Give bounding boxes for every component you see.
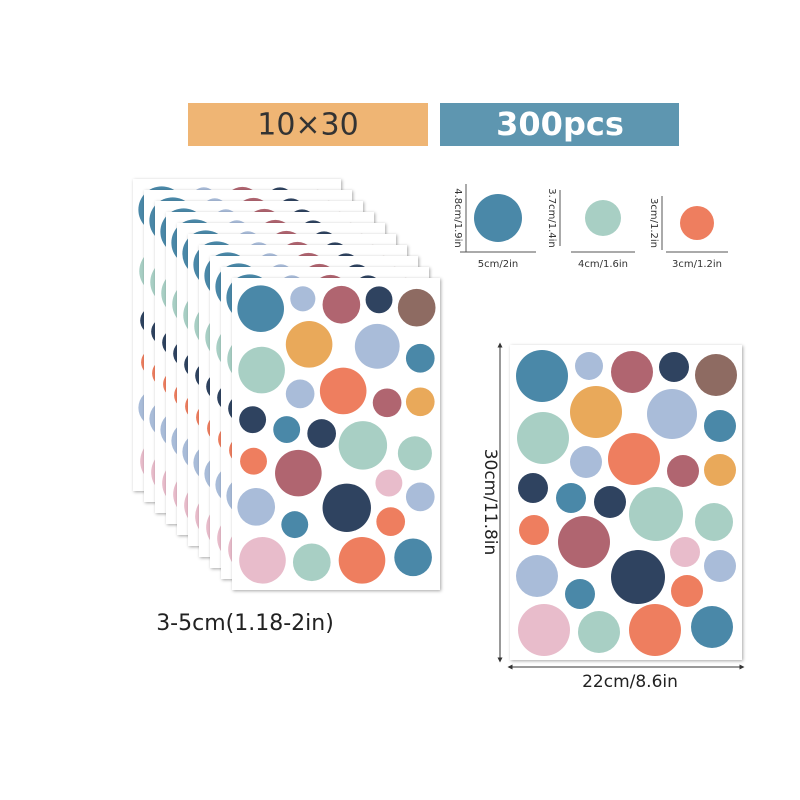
dot [519,515,549,545]
dot [372,388,402,418]
dot [691,606,733,648]
sample-dot [680,206,714,240]
dot [397,288,436,327]
dot [578,611,620,653]
pieces-text: 300pcs [496,105,624,143]
dot [570,386,622,438]
dot [629,487,683,541]
dot [281,511,309,539]
sample-height: 3cm/1.2in [648,198,659,248]
dot [285,321,333,368]
dot [237,487,276,526]
dot [375,469,403,497]
dot [704,550,736,582]
dot [405,482,435,512]
dot [516,350,568,402]
dot [594,486,626,518]
sample-width: 4cm/1.6in [578,259,628,270]
dot [338,536,386,584]
single-sheet [510,345,742,660]
sample-height: 4.8cm/1.9in [452,188,463,248]
sample-width: 3cm/1.2in [672,259,722,270]
sheet-height: 30cm/11.8in [480,449,500,556]
pieces-banner [440,103,679,146]
dot [659,352,689,382]
size-samples: 4.8cm/1.9in 5cm/2in 3.7cm/1.4in 4cm/1.6in 3c… [452,184,728,270]
dot [704,454,736,486]
dot [518,473,548,503]
dot [695,354,737,396]
dot [516,555,558,597]
dot [611,550,665,604]
sheets-banner [188,103,428,146]
sample-height: 3.7cm/1.4in [546,188,557,248]
dot [285,379,315,409]
sample-dot [474,194,522,242]
dot [517,412,569,464]
dot [671,575,703,607]
sample-width: 5cm/2in [478,259,518,270]
sheet-stack [133,179,440,590]
dot [238,346,285,394]
dot [376,507,406,537]
dot [565,579,595,609]
sheet-width: 22cm/8.6in [582,672,678,692]
sheets-text: 10×30 [257,108,358,143]
dot [338,421,388,470]
dot [575,352,603,380]
dot [354,323,400,369]
dot [570,446,602,478]
dot [405,343,435,373]
dot [405,387,435,417]
dot [273,416,301,443]
dot [670,537,700,567]
dot [556,483,586,513]
dot [647,389,697,439]
dot [239,406,267,434]
dot [290,286,316,312]
dot [237,285,284,333]
dot [667,455,699,487]
dot [275,449,322,497]
dot [608,433,660,485]
dot [240,447,267,475]
dot [629,604,681,656]
dot [518,604,570,656]
dot [558,516,610,568]
size-range: 3-5cm(1.18-2in) [156,611,334,636]
dot [292,543,331,582]
dot [307,419,337,448]
dot [322,483,371,532]
dot [704,410,736,442]
dot [319,367,367,415]
dot [365,286,393,314]
dot [611,351,653,393]
sample-dot [585,200,621,236]
dot [239,536,286,584]
dot [695,503,733,541]
dot [397,436,432,471]
dot [322,285,361,324]
dot [394,538,432,577]
